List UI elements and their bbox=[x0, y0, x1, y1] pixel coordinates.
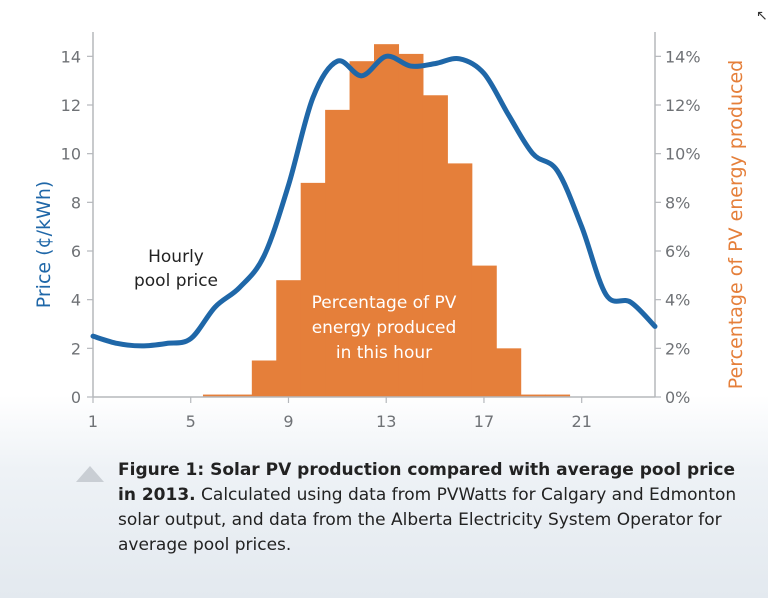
bar-annotation: Percentage of PV bbox=[312, 293, 457, 313]
left-tick-label: 10 bbox=[61, 145, 81, 164]
pv-bar bbox=[422, 95, 448, 398]
x-tick-label: 21 bbox=[572, 412, 592, 431]
caption-triangle-icon bbox=[76, 466, 104, 482]
left-tick-label: 14 bbox=[61, 47, 81, 66]
pv-bar bbox=[325, 109, 351, 397]
pv-bar bbox=[398, 53, 424, 398]
x-tick-label: 17 bbox=[474, 412, 494, 431]
pv-bar bbox=[471, 265, 497, 397]
x-tick-label: 1 bbox=[88, 412, 98, 431]
left-tick-label: 6 bbox=[71, 242, 81, 261]
pv-bar bbox=[520, 394, 546, 397]
pv-bar bbox=[300, 182, 326, 397]
line-annotation: Hourly bbox=[148, 247, 204, 267]
right-tick-label: 14% bbox=[665, 47, 701, 66]
x-tick-label: 9 bbox=[283, 412, 293, 431]
right-tick-label: 0% bbox=[665, 388, 690, 407]
x-tick-label: 13 bbox=[376, 412, 396, 431]
pv-bar bbox=[447, 163, 473, 397]
left-tick-label: 8 bbox=[71, 193, 81, 212]
right-tick-label: 4% bbox=[665, 291, 690, 310]
right-tick-label: 6% bbox=[665, 242, 690, 261]
pv-bar bbox=[349, 61, 375, 397]
pv-bar bbox=[276, 280, 302, 397]
pv-bar bbox=[374, 44, 400, 398]
left-tick-label: 12 bbox=[61, 96, 81, 115]
caption-title: Figure 1: Solar PV production compared w… bbox=[118, 460, 735, 505]
x-tick-label: 5 bbox=[186, 412, 196, 431]
line-annotation: pool price bbox=[134, 271, 218, 291]
right-tick-label: 12% bbox=[665, 96, 701, 115]
right-axis-title: Percentage of PV energy produced bbox=[725, 60, 747, 389]
pv-bar bbox=[202, 394, 228, 397]
pv-bar bbox=[496, 348, 522, 397]
left-axis-title: Price (¢/kWh) bbox=[33, 181, 55, 309]
right-tick-label: 2% bbox=[665, 339, 690, 358]
bar-annotation: in this hour bbox=[336, 343, 432, 363]
chart: 0 2 4 6 8 10 12 14 0% 2% 4% 6% 8% 10% 12% 14% 1 5 9 13 17 21 P… bbox=[33, 32, 747, 431]
pv-bar bbox=[251, 360, 277, 397]
left-tick-label: 0 bbox=[71, 388, 81, 407]
caption-body: Calculated using data from PVWatts for C… bbox=[118, 485, 737, 555]
figure-caption: Figure 1: Solar PV production compared w… bbox=[118, 458, 738, 558]
right-tick-label: 8% bbox=[665, 193, 690, 212]
price-line bbox=[90, 53, 658, 349]
pv-bar bbox=[545, 394, 571, 397]
mouse-pointer-icon: ↖ bbox=[756, 8, 768, 24]
bar-annotation: energy produced bbox=[312, 318, 457, 338]
pv-bar bbox=[227, 394, 253, 397]
right-tick-label: 10% bbox=[665, 145, 701, 164]
left-tick-label: 2 bbox=[71, 339, 81, 358]
left-tick-label: 4 bbox=[71, 291, 81, 310]
